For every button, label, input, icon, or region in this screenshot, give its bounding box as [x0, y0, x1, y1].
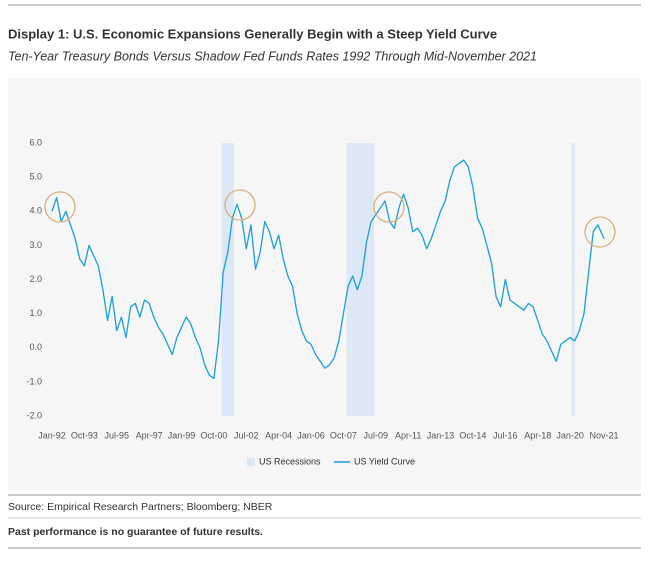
- x-tick-label: Jan-20: [556, 430, 584, 440]
- source-note: Source: Empirical Research Partners; Blo…: [8, 501, 273, 513]
- highlight-circle: [373, 191, 405, 223]
- series-line: [51, 159, 605, 380]
- x-tick-label: Oct-00: [200, 430, 227, 440]
- recession-band: [571, 143, 575, 416]
- legend-label: US Yield Curve: [354, 456, 415, 466]
- x-tick-label: Jul-95: [105, 430, 130, 440]
- x-tick-label: Apr-18: [524, 430, 551, 440]
- x-tick-label: Apr-97: [136, 430, 163, 440]
- highlight-circle: [224, 189, 256, 221]
- disclaimer: Past performance is no guarantee of futu…: [8, 526, 263, 538]
- x-tick-label: Jul-16: [493, 430, 518, 440]
- y-tick-label: 5.0: [29, 172, 42, 182]
- x-tick-label: Nov-21: [589, 430, 618, 440]
- y-tick-label: 3.0: [29, 240, 42, 250]
- x-tick-label: Jan-13: [427, 430, 455, 440]
- highlights: [44, 189, 616, 248]
- chart-title: Display 1: U.S. Economic Expansions Gene…: [8, 26, 497, 41]
- y-tick-label: 4.0: [29, 206, 42, 216]
- y-tick-label: 6.0: [29, 137, 42, 147]
- legend-label: US Recessions: [259, 456, 321, 466]
- recession-band: [221, 143, 234, 416]
- x-tick-label: Jan-99: [168, 430, 196, 440]
- y-tick-label: 1.0: [29, 308, 42, 318]
- x-tick-label: Oct-93: [71, 430, 98, 440]
- x-tick-label: Jul-09: [364, 430, 389, 440]
- y-tick-label: 0.0: [29, 342, 42, 352]
- y-tick-label: -1.0: [26, 376, 42, 386]
- y-tick-label: 2.0: [29, 274, 42, 284]
- x-tick-label: Oct-07: [330, 430, 357, 440]
- y-tick-label: -2.0: [26, 410, 42, 420]
- highlight-circle: [584, 216, 616, 248]
- x-tick-label: Jul-02: [234, 430, 259, 440]
- x-tick-label: Oct-14: [459, 430, 486, 440]
- x-tick-label: Jan-92: [38, 430, 66, 440]
- x-tick-label: Apr-11: [395, 430, 421, 440]
- x-tick-label: Jan-06: [297, 430, 325, 440]
- legend-swatch: [247, 458, 255, 466]
- x-tick-label: Apr-04: [265, 430, 292, 440]
- plot: -2.0 -1.0 0.0 1.0 2.0 3.0 4.0 5.0 6.0 Jan-92 Oct-9…: [26, 137, 618, 440]
- plot-background: [8, 78, 641, 490]
- highlight-circle: [44, 191, 76, 223]
- chart-subtitle: Ten-Year Treasury Bonds Versus Shadow Fe…: [8, 49, 537, 63]
